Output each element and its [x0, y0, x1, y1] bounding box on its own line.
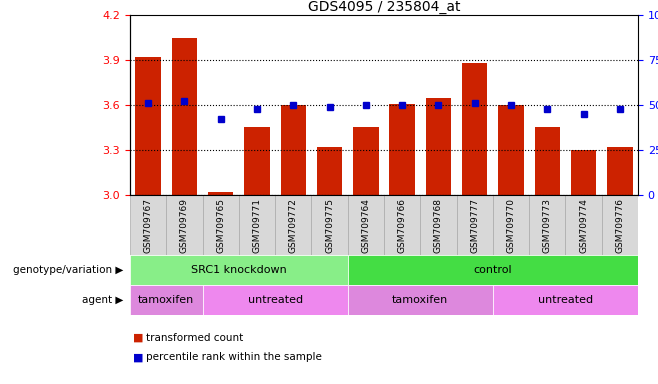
Text: GSM709772: GSM709772	[289, 198, 298, 253]
Bar	[203, 285, 347, 315]
Bar	[601, 195, 638, 255]
Bar	[239, 195, 275, 255]
Text: GSM709769: GSM709769	[180, 198, 189, 253]
Bar	[130, 195, 166, 255]
Bar	[275, 195, 311, 255]
Bar	[166, 195, 203, 255]
Text: control: control	[474, 265, 512, 275]
Bar	[130, 255, 347, 285]
Text: GSM709767: GSM709767	[143, 198, 153, 253]
Text: GSM709764: GSM709764	[361, 198, 370, 253]
Bar	[493, 285, 638, 315]
Text: GSM709768: GSM709768	[434, 198, 443, 253]
Bar	[311, 195, 347, 255]
Bar	[534, 127, 560, 195]
Text: ■: ■	[134, 333, 144, 343]
Text: tamoxifen: tamoxifen	[392, 295, 448, 305]
Text: SRC1 knockdown: SRC1 knockdown	[191, 265, 287, 275]
Bar	[347, 255, 638, 285]
Bar	[130, 285, 203, 315]
Bar	[384, 195, 420, 255]
Text: GSM709777: GSM709777	[470, 198, 479, 253]
Bar	[136, 57, 161, 195]
Text: GSM709776: GSM709776	[615, 198, 624, 253]
Bar	[498, 105, 524, 195]
Bar	[571, 150, 596, 195]
Bar	[317, 147, 342, 195]
Text: agent ▶: agent ▶	[82, 295, 124, 305]
Text: genotype/variation ▶: genotype/variation ▶	[13, 265, 124, 275]
Bar	[529, 195, 565, 255]
Text: tamoxifen: tamoxifen	[138, 295, 194, 305]
Text: percentile rank within the sample: percentile rank within the sample	[147, 352, 322, 362]
Bar	[493, 195, 529, 255]
Text: GSM709766: GSM709766	[397, 198, 407, 253]
Text: GSM709771: GSM709771	[253, 198, 261, 253]
Bar	[420, 195, 457, 255]
Bar	[280, 105, 306, 195]
Text: GSM709773: GSM709773	[543, 198, 552, 253]
Bar	[208, 192, 234, 195]
Bar	[607, 147, 632, 195]
Bar	[347, 285, 493, 315]
Bar	[462, 63, 488, 195]
Title: GDS4095 / 235804_at: GDS4095 / 235804_at	[308, 0, 460, 14]
Text: GSM709775: GSM709775	[325, 198, 334, 253]
Bar	[172, 38, 197, 195]
Text: untreated: untreated	[538, 295, 593, 305]
Bar	[426, 98, 451, 195]
Text: untreated: untreated	[247, 295, 303, 305]
Bar	[457, 195, 493, 255]
Bar	[565, 195, 601, 255]
Text: GSM709770: GSM709770	[507, 198, 515, 253]
Bar	[203, 195, 239, 255]
Text: GSM709774: GSM709774	[579, 198, 588, 253]
Text: transformed count: transformed count	[147, 333, 243, 343]
Bar	[390, 104, 415, 195]
Text: ■: ■	[134, 352, 144, 362]
Bar	[347, 195, 384, 255]
Bar	[353, 127, 378, 195]
Text: GSM709765: GSM709765	[216, 198, 225, 253]
Bar	[244, 127, 270, 195]
